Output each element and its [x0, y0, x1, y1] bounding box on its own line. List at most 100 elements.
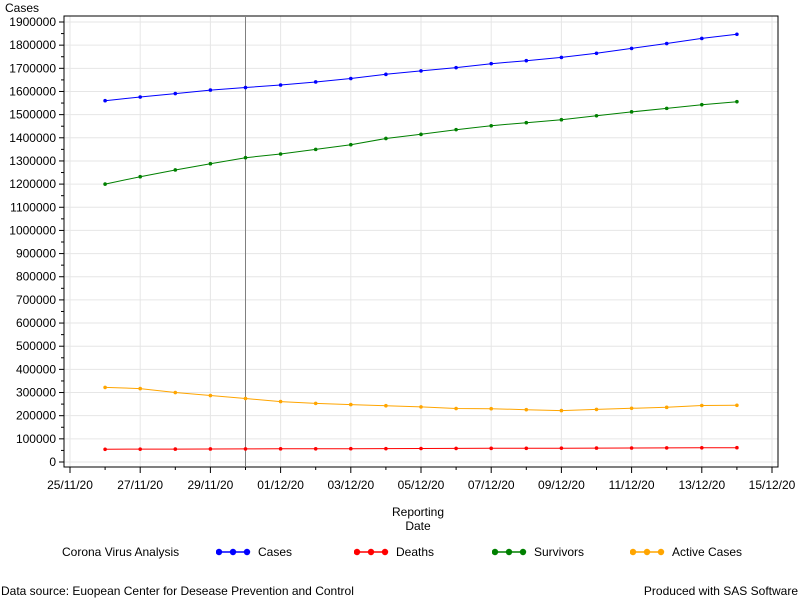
x-tick-label: 07/12/20 — [468, 478, 515, 492]
data-point-active-cases — [384, 403, 388, 408]
legend-swatch-deaths — [354, 548, 389, 556]
y-axis-title: Cases — [5, 1, 39, 15]
data-point-survivors — [313, 147, 318, 152]
data-point-deaths — [664, 446, 669, 450]
data-point-cases — [735, 32, 739, 37]
data-point-deaths — [313, 446, 318, 451]
data-point-deaths — [700, 446, 704, 450]
legend-label-cases: Cases — [258, 545, 293, 559]
data-point-survivors — [735, 99, 739, 104]
data-point-deaths — [384, 446, 388, 451]
data-point-survivors — [349, 142, 353, 147]
data-point-survivors — [419, 132, 423, 137]
data-point-cases — [629, 46, 634, 51]
y-tick-label: 400000 — [16, 362, 56, 376]
y-tick-label: 1100000 — [10, 200, 56, 214]
legend-title: Corona Virus Analysis — [62, 545, 180, 559]
data-point-deaths — [735, 445, 739, 450]
data-point-deaths — [243, 447, 248, 451]
data-point-deaths — [208, 447, 213, 451]
legend-label-active-cases: Active Cases — [672, 545, 743, 559]
legend-swatch-active-cases — [630, 548, 665, 556]
data-point-survivors — [594, 113, 599, 118]
data-point-survivors — [454, 127, 458, 132]
data-point-active-cases — [278, 399, 283, 404]
data-point-deaths — [349, 446, 353, 451]
data-point-active-cases — [173, 390, 178, 395]
data-point-cases — [700, 36, 704, 41]
data-point-cases — [278, 83, 283, 87]
y-tick-label: 0 — [49, 455, 56, 469]
legend-label-survivors: Survivors — [534, 545, 585, 559]
legend-label-deaths: Deaths — [396, 545, 435, 559]
y-tick-label: 1200000 — [9, 177, 56, 191]
data-point-survivors — [664, 106, 669, 111]
data-point-cases — [384, 72, 388, 77]
data-point-survivors — [103, 182, 107, 186]
y-tick-label: 600000 — [16, 316, 56, 330]
x-tick-label: 03/12/20 — [327, 478, 374, 492]
data-point-active-cases — [664, 405, 669, 410]
data-point-survivors — [243, 155, 248, 160]
data-point-deaths — [278, 447, 283, 451]
data-point-deaths — [138, 447, 142, 451]
y-tick-label: 1500000 — [9, 108, 56, 122]
data-point-survivors — [489, 123, 494, 128]
data-point-cases — [349, 76, 353, 81]
data-point-deaths — [524, 446, 529, 451]
y-tick-label: 1600000 — [9, 84, 56, 98]
data-point-deaths — [559, 446, 564, 450]
data-point-survivors — [700, 102, 704, 107]
data-point-survivors — [524, 120, 529, 125]
x-tick-label: 13/12/20 — [678, 478, 725, 492]
line-chart: 0 100000 200000 300000 400000 500000 600000 700… — [5, 1, 796, 533]
data-point-active-cases — [735, 403, 739, 408]
y-tick-label: 800000 — [16, 270, 56, 284]
data-point-active-cases — [419, 405, 423, 409]
y-tick-label: 1800000 — [9, 38, 56, 52]
data-point-active-cases — [559, 408, 564, 413]
legend-item-deaths: Deaths — [354, 543, 504, 563]
data-point-active-cases — [138, 386, 142, 391]
data-point-deaths — [629, 446, 634, 450]
y-tick-label: 100000 — [16, 432, 56, 446]
data-point-cases — [664, 41, 669, 46]
series-deaths — [103, 445, 739, 452]
data-point-cases — [138, 95, 142, 99]
data-point-active-cases — [103, 385, 107, 390]
x-tick-label: 09/12/20 — [538, 478, 585, 492]
data-point-cases — [524, 58, 529, 63]
x-tick-label: 05/12/20 — [398, 478, 445, 492]
data-point-survivors — [629, 110, 634, 114]
data-point-active-cases — [629, 406, 634, 411]
y-tick-label: 1300000 — [9, 154, 56, 168]
producer-note: Produced with SAS Software — [643, 584, 798, 598]
y-tick-label: 1400000 — [9, 131, 56, 145]
data-point-cases — [594, 51, 599, 56]
data-point-cases — [419, 69, 423, 73]
data-point-deaths — [419, 446, 423, 451]
x-tick-label: 25/11/20 — [47, 478, 93, 492]
data-point-active-cases — [208, 393, 213, 398]
data-point-cases — [208, 88, 213, 92]
data-point-survivors — [278, 152, 283, 156]
x-axis-title-line-1: Reporting — [392, 505, 444, 519]
legend-swatch-cases — [216, 548, 251, 556]
y-axis: 0 100000 200000 300000 400000 500000 600000 700… — [9, 15, 64, 469]
grid-lines — [64, 16, 778, 467]
y-tick-label: 700000 — [16, 293, 56, 307]
data-point-active-cases — [594, 407, 599, 412]
data-point-active-cases — [700, 403, 704, 408]
x-axis-title-line-2: Date — [405, 519, 431, 533]
data-point-deaths — [594, 446, 599, 450]
y-tick-label: 1000000 — [9, 223, 56, 237]
x-tick-label: 11/12/20 — [609, 478, 655, 492]
data-point-survivors — [208, 161, 213, 166]
series-group — [103, 32, 739, 452]
data-point-survivors — [138, 174, 142, 179]
y-tick-label: 200000 — [16, 409, 56, 423]
legend-item-cases: Cases — [216, 543, 366, 563]
data-point-cases — [313, 80, 318, 84]
data-point-deaths — [173, 447, 178, 451]
x-tick-label: 01/12/20 — [257, 478, 304, 492]
